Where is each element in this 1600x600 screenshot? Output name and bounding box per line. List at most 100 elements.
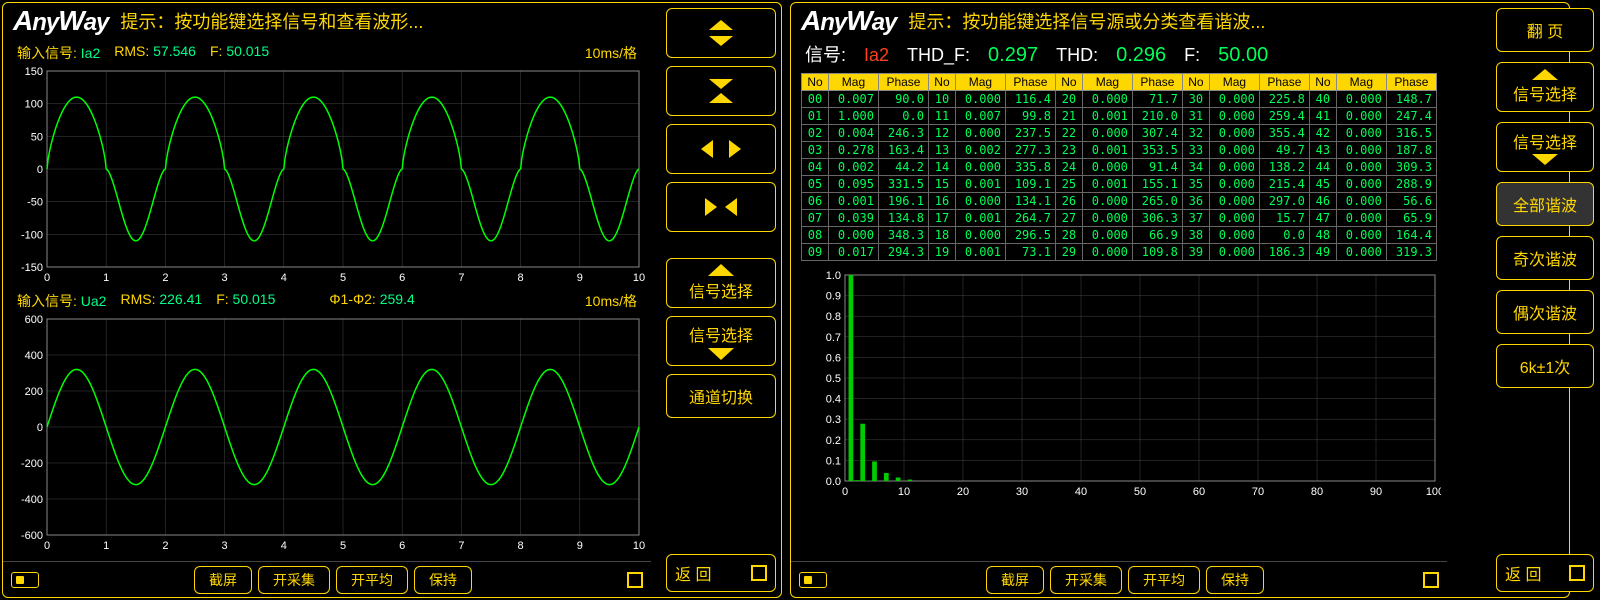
- harmonic-table: NoMagPhaseNoMagPhaseNoMagPhaseNoMagPhase…: [801, 73, 1437, 261]
- compress-horiz-button[interactable]: [666, 182, 776, 232]
- left-header: AnyWay 提示：按功能键选择信号和查看波形...: [3, 3, 651, 39]
- compress-vert-button[interactable]: [666, 66, 776, 116]
- screenshot-button[interactable]: 截屏: [194, 566, 252, 594]
- signal-select-down-button[interactable]: 信号选择: [1496, 122, 1594, 172]
- screenshot-button-r[interactable]: 截屏: [986, 566, 1044, 594]
- svg-text:7: 7: [458, 272, 464, 284]
- right-bottom-bar: 截屏 开采集 开平均 保持: [791, 561, 1447, 597]
- svg-text:5: 5: [340, 272, 346, 284]
- start-average-button-r[interactable]: 开平均: [1128, 566, 1200, 594]
- svg-text:7: 7: [458, 540, 464, 552]
- waveform-chart-1: 输入信号: Ia2 RMS: 57.546 F: 50.015 10ms/格 -…: [9, 41, 645, 285]
- svg-text:2: 2: [162, 540, 168, 552]
- svg-text:0.8: 0.8: [826, 311, 841, 323]
- start-acquire-button-r[interactable]: 开采集: [1050, 566, 1122, 594]
- even-harmonics-button[interactable]: 偶次谐波: [1496, 290, 1594, 334]
- svg-text:150: 150: [25, 66, 43, 78]
- svg-text:0: 0: [44, 540, 50, 552]
- stop-icon-r: [1423, 572, 1439, 588]
- odd-harmonics-button[interactable]: 奇次谐波: [1496, 236, 1594, 280]
- back-button-left[interactable]: 返 回: [666, 554, 776, 592]
- signal-select-2-button[interactable]: 信号选择: [666, 316, 776, 366]
- svg-text:-100: -100: [21, 229, 43, 241]
- svg-text:10: 10: [633, 272, 645, 284]
- svg-text:0: 0: [37, 164, 43, 176]
- svg-text:0.7: 0.7: [826, 332, 841, 344]
- svg-text:1: 1: [103, 272, 109, 284]
- channel-switch-button[interactable]: 通道切换: [666, 374, 776, 418]
- left-bottom-bar: 截屏 开采集 开平均 保持: [3, 561, 651, 597]
- svg-text:0.1: 0.1: [826, 455, 841, 467]
- right-header: AnyWay 提示：按功能键选择信号源或分类查看谐波...: [791, 3, 1447, 39]
- left-hint: 提示：按功能键选择信号和查看波形...: [120, 8, 423, 34]
- all-harmonics-button[interactable]: 全部谐波: [1496, 182, 1594, 226]
- svg-text:70: 70: [1252, 486, 1264, 498]
- signal-select-up-button[interactable]: 信号选择: [1496, 62, 1594, 112]
- harmonic-bar-chart: 0.00.10.20.30.40.50.60.70.80.91.00102030…: [805, 269, 1441, 499]
- svg-text:50: 50: [31, 131, 43, 143]
- svg-text:80: 80: [1311, 486, 1323, 498]
- back-button-right[interactable]: 返 回: [1496, 554, 1594, 592]
- svg-text:8: 8: [518, 272, 524, 284]
- svg-text:8: 8: [518, 540, 524, 552]
- svg-text:0.2: 0.2: [826, 435, 841, 447]
- svg-text:30: 30: [1016, 486, 1028, 498]
- harmonic-summary: 信号:Ia2 THD_F:0.297 THD:0.296 F:50.00: [791, 39, 1447, 69]
- svg-text:3: 3: [222, 540, 228, 552]
- 6k-harmonics-button[interactable]: 6k±1次: [1496, 344, 1594, 388]
- svg-text:10: 10: [633, 540, 645, 552]
- svg-text:2: 2: [162, 272, 168, 284]
- start-average-button[interactable]: 开平均: [336, 566, 408, 594]
- svg-text:0: 0: [842, 486, 848, 498]
- svg-text:6: 6: [399, 272, 405, 284]
- svg-text:0.0: 0.0: [826, 476, 841, 488]
- svg-text:90: 90: [1370, 486, 1382, 498]
- svg-text:6: 6: [399, 540, 405, 552]
- svg-text:60: 60: [1193, 486, 1205, 498]
- svg-text:20: 20: [957, 486, 969, 498]
- svg-text:0.4: 0.4: [826, 394, 841, 406]
- svg-text:50: 50: [1134, 486, 1146, 498]
- svg-text:200: 200: [25, 386, 43, 398]
- expand-vert-button[interactable]: [666, 8, 776, 58]
- signal-select-1-button[interactable]: 信号选择: [666, 258, 776, 308]
- right-hint: 提示：按功能键选择信号源或分类查看谐波...: [908, 8, 1265, 34]
- svg-text:-600: -600: [21, 530, 43, 542]
- svg-text:5: 5: [340, 540, 346, 552]
- svg-text:0: 0: [44, 272, 50, 284]
- svg-text:-200: -200: [21, 458, 43, 470]
- page-button[interactable]: 翻 页: [1496, 8, 1594, 52]
- side-button-column: 翻 页 信号选择 信号选择 全部谐波 奇次谐波 偶次谐波 6k±1次 返 回: [1490, 2, 1600, 598]
- hold-button-r[interactable]: 保持: [1206, 566, 1264, 594]
- stop-icon: [627, 572, 643, 588]
- waveform-chart-2: 输入信号: Ua2 RMS: 226.41 F: 50.015 Φ1-Φ2: 2…: [9, 289, 645, 553]
- battery-icon: [11, 572, 39, 588]
- waveform-1-svg: -150 -100 -50 0 50 100 150 0 1 2 3 4 5 6 7 8 9 10: [9, 65, 645, 285]
- svg-text:0.9: 0.9: [826, 291, 841, 303]
- svg-text:400: 400: [25, 350, 43, 362]
- battery-icon-right: [799, 572, 827, 588]
- svg-text:-150: -150: [21, 262, 43, 274]
- harmonic-panel: AnyWay 提示：按功能键选择信号源或分类查看谐波... 信号:Ia2 THD…: [790, 2, 1570, 598]
- svg-text:10: 10: [898, 486, 910, 498]
- svg-text:1: 1: [103, 540, 109, 552]
- svg-text:-50: -50: [27, 197, 43, 209]
- svg-text:40: 40: [1075, 486, 1087, 498]
- waveform-2-svg: -600-400-2000200400600012345678910: [9, 313, 645, 553]
- svg-text:9: 9: [577, 540, 583, 552]
- svg-text:600: 600: [25, 314, 43, 326]
- hold-button[interactable]: 保持: [414, 566, 472, 594]
- svg-text:9: 9: [577, 272, 583, 284]
- svg-text:0.3: 0.3: [826, 414, 841, 426]
- logo: AnyWay: [13, 5, 108, 37]
- svg-text:4: 4: [281, 272, 287, 284]
- svg-text:0: 0: [37, 422, 43, 434]
- logo-right: AnyWay: [801, 5, 896, 37]
- expand-horiz-button[interactable]: [666, 124, 776, 174]
- svg-text:100: 100: [25, 99, 43, 111]
- svg-text:1.0: 1.0: [826, 270, 841, 282]
- svg-text:3: 3: [222, 272, 228, 284]
- svg-text:0.5: 0.5: [826, 373, 841, 385]
- mid-button-column: 信号选择 信号选择 通道切换 返 回: [660, 2, 782, 598]
- start-acquire-button[interactable]: 开采集: [258, 566, 330, 594]
